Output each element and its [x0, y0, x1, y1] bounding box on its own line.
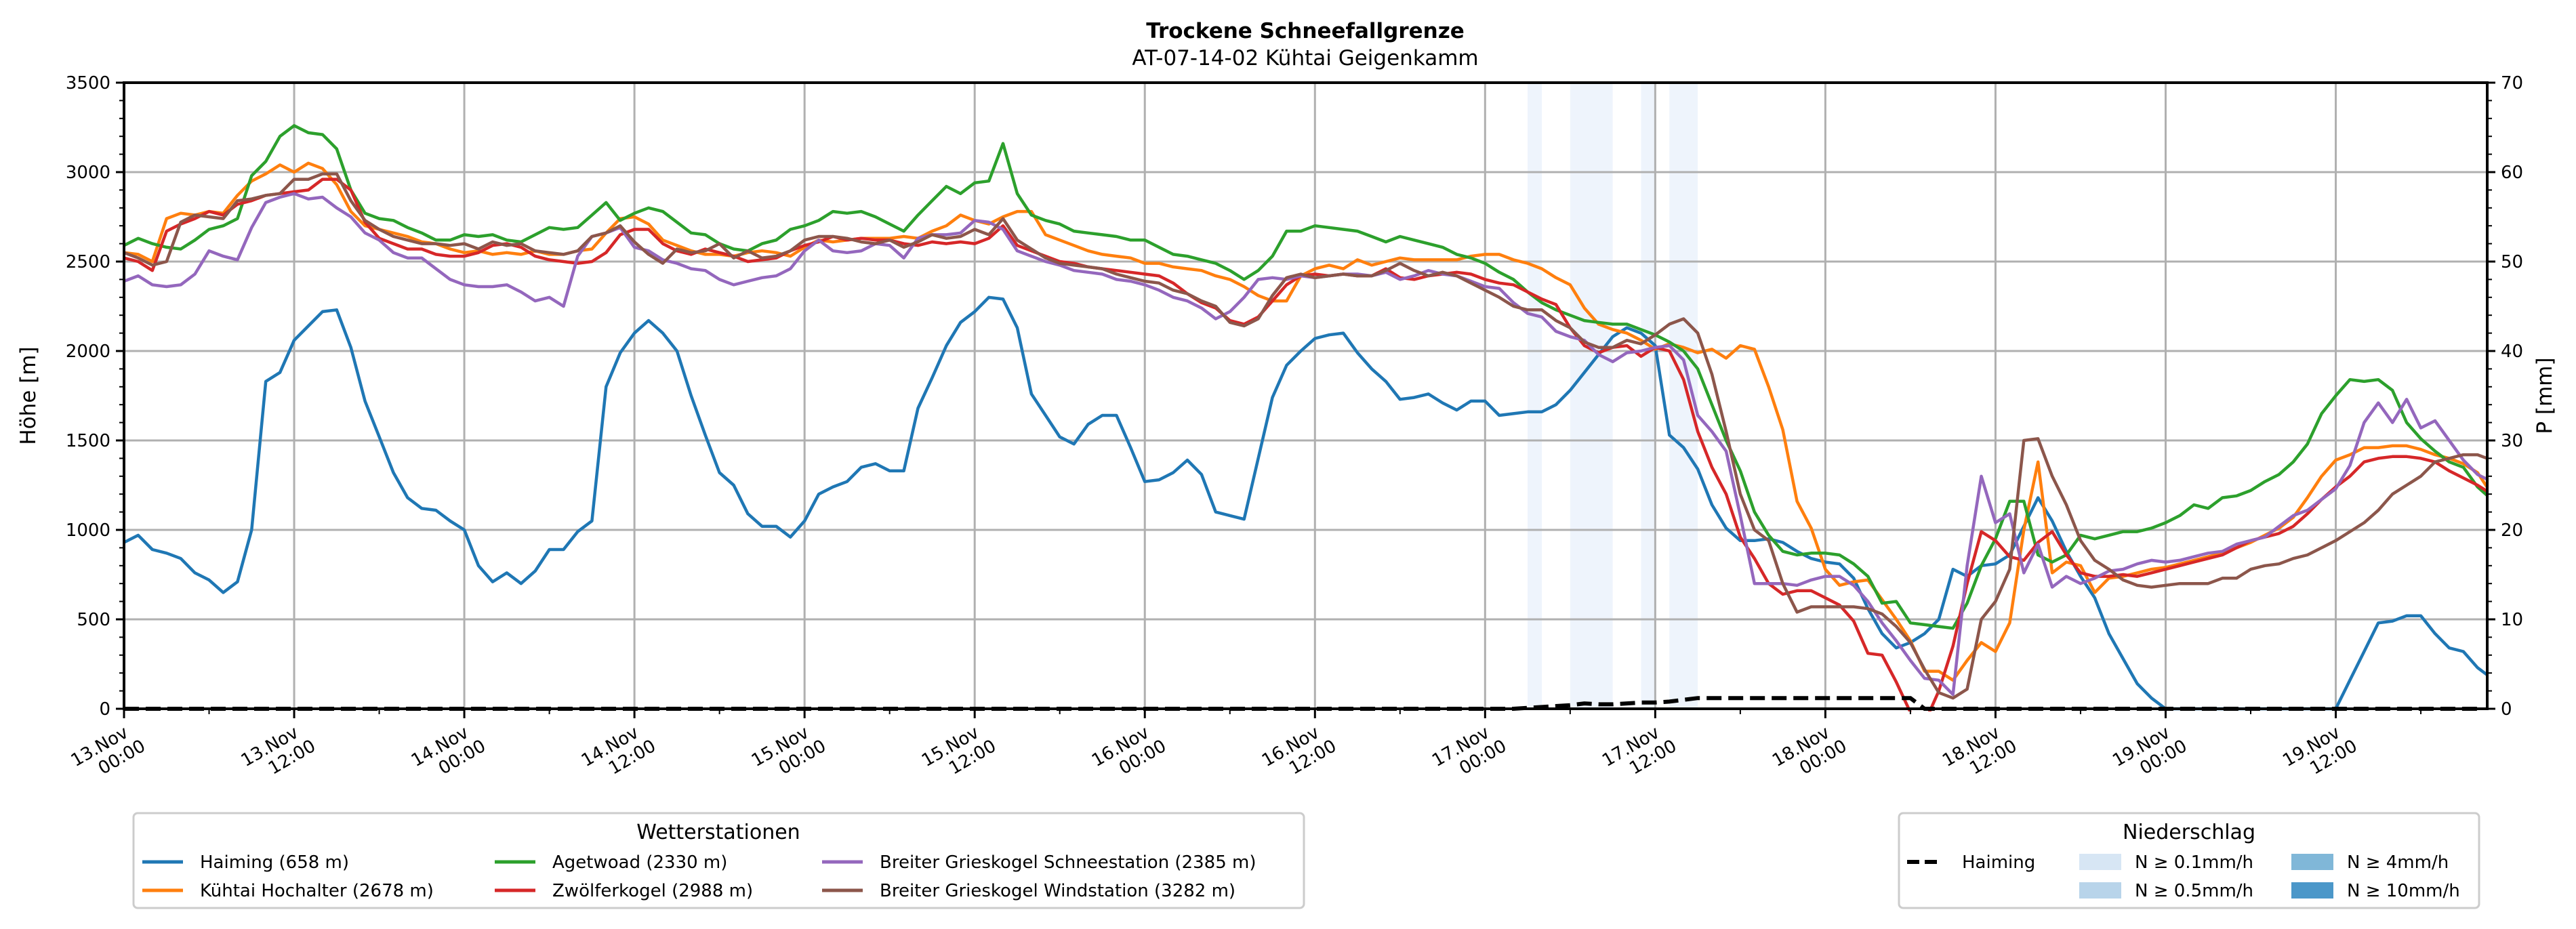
- y2-tick-label: 40: [2501, 342, 2523, 362]
- legend-label: Zwölferkogel (2988 m): [552, 881, 753, 901]
- legend-label: Breiter Grieskogel Windstation (3282 m): [880, 881, 1235, 901]
- y2-tick-label: 50: [2501, 252, 2523, 272]
- legend-stations-title: Wetterstationen: [636, 821, 800, 844]
- y2-tick-label: 30: [2501, 431, 2523, 451]
- legend-label: Breiter Grieskogel Schneestation (2385 m…: [880, 852, 1256, 873]
- series-line: [124, 161, 2487, 682]
- legend-precip-swatch: [2291, 854, 2333, 870]
- y2-tick-label: 60: [2501, 163, 2523, 183]
- legend-label: Kühtai Hochalter (2678 m): [200, 881, 434, 901]
- series-line: [124, 124, 2487, 630]
- y2-ticks: 0 10 20 30 40 50 60 70: [2487, 73, 2523, 720]
- chart-title: Trockene Schneefallgrenze: [1146, 19, 1465, 43]
- legend-label: Haiming (658 m): [200, 852, 349, 873]
- legend-precip-swatch: [2291, 882, 2333, 899]
- y-tick-label: 0: [99, 699, 110, 720]
- legend-precip-label: N ≥ 10mm/h: [2347, 881, 2460, 901]
- grid: [124, 83, 2487, 709]
- y2-tick-label: 20: [2501, 520, 2523, 541]
- precip-bands: [1528, 83, 1698, 709]
- y-tick-label: 2000: [66, 342, 110, 362]
- chart-subtitle: AT-07-14-02 Kühtai Geigenkamm: [1132, 46, 1478, 70]
- y-axis-label: Höhe [m]: [16, 346, 41, 445]
- precip-band: [1641, 83, 1656, 709]
- legend-precip-label: N ≥ 4mm/h: [2347, 852, 2449, 873]
- legend-precip-swatch: [2079, 854, 2121, 870]
- legend-precip-title: Niederschlag: [2123, 821, 2255, 844]
- legend-precip-line-label: Haiming: [1962, 852, 2035, 873]
- y-tick-label: 3500: [66, 73, 110, 94]
- legend-precip: Niederschlag Haiming N ≥ 0.1mm/h N ≥ 0.5m…: [1898, 812, 2480, 909]
- plot-frame: [123, 81, 2489, 710]
- y-ticks: 0 500 1000 1500 2000 2500 3000 3500: [66, 73, 124, 720]
- precip-band: [1570, 83, 1613, 709]
- legend-precip-swatch: [2079, 882, 2121, 899]
- y-tick-label: 2500: [66, 252, 110, 272]
- series-lines: [124, 124, 2487, 711]
- y2-tick-label: 70: [2501, 73, 2523, 94]
- y-tick-label: 3000: [66, 163, 110, 183]
- y-tick-label: 1000: [66, 520, 110, 541]
- legend-precip-label: N ≥ 0.1mm/h: [2135, 852, 2253, 873]
- y-tick-label: 500: [77, 610, 110, 630]
- y2-tick-label: 0: [2501, 699, 2512, 720]
- precip-band: [1528, 83, 1542, 709]
- legend-label: Agetwoad (2330 m): [552, 852, 727, 873]
- y2-axis-label: P [mm]: [2533, 357, 2557, 434]
- series-line: [124, 172, 2487, 700]
- series-line: [124, 295, 2487, 711]
- axes: [123, 81, 2489, 710]
- series-line: [124, 178, 2487, 711]
- y2-tick-label: 10: [2501, 610, 2523, 630]
- precip-line: [124, 696, 2478, 711]
- legend-precip-label: N ≥ 0.5mm/h: [2135, 881, 2253, 901]
- y-tick-label: 1500: [66, 431, 110, 451]
- legend-stations: Wetterstationen Haiming (658 m) Kühtai Ho…: [132, 812, 1305, 909]
